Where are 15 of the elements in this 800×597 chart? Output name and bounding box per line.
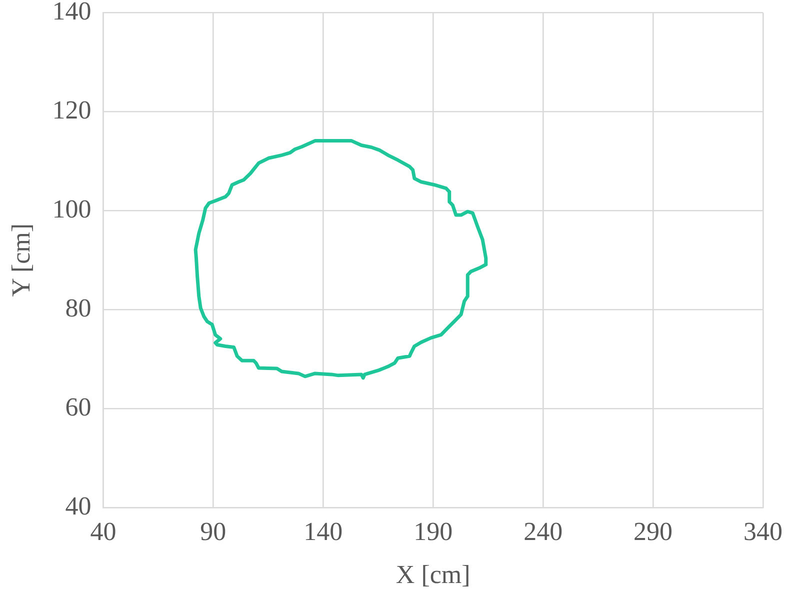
x-tick-label: 140 — [304, 517, 343, 546]
x-axis-title: X [cm] — [396, 560, 470, 590]
y-axis-title: Y [cm] — [6, 223, 36, 297]
y-tick-label: 60 — [65, 392, 92, 422]
y-tick-label: 140 — [52, 0, 92, 26]
x-tick-label: 290 — [634, 517, 673, 546]
y-tick-label: 120 — [52, 95, 92, 124]
x-tick-label: 90 — [200, 517, 226, 546]
y-tick-label: 100 — [52, 194, 92, 224]
x-tick-label: 340 — [744, 517, 782, 546]
y-tick-label: 40 — [65, 491, 92, 520]
x-tick-label: 190 — [414, 517, 453, 546]
x-tick-label: 240 — [524, 517, 563, 546]
x-tick-label: 40 — [90, 517, 116, 546]
y-tick-label: 80 — [65, 293, 92, 322]
